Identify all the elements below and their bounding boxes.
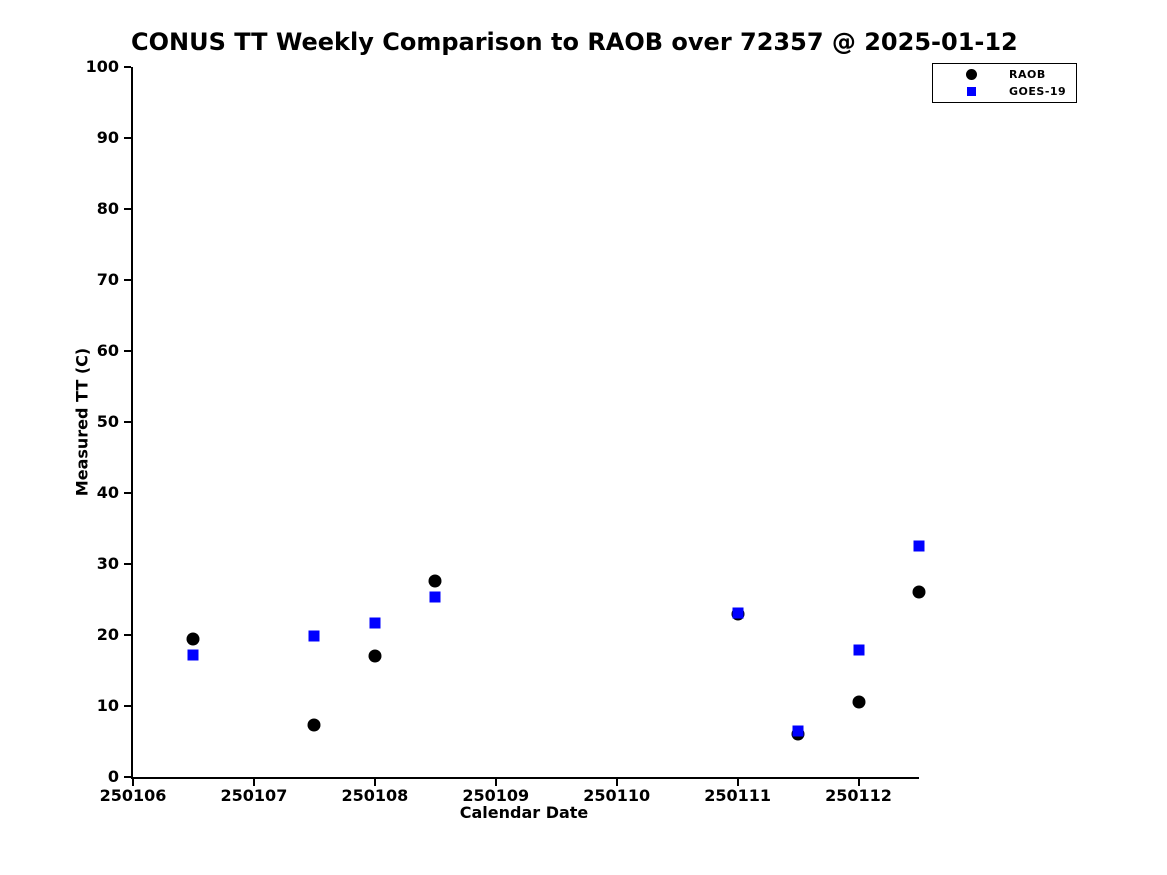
- goes-19-data-point: [187, 649, 199, 661]
- goes-19-data-point: [732, 607, 744, 619]
- y-tick-label: 80: [96, 199, 119, 218]
- raob-data-point: [852, 695, 866, 709]
- x-tick-label: 250108: [341, 786, 409, 805]
- x-tick-mark: [736, 779, 739, 786]
- y-tick-label: 30: [96, 554, 119, 573]
- y-tick-mark: [124, 705, 131, 707]
- x-tick-label: 250110: [583, 786, 651, 805]
- x-tick-mark: [132, 779, 134, 786]
- goes-19-data-point: [308, 630, 320, 642]
- y-tick-label: 100: [85, 57, 119, 76]
- y-tick-label: 10: [96, 696, 119, 715]
- legend-row-raob: RAOB: [933, 66, 1076, 83]
- y-tick-mark: [124, 776, 131, 778]
- goes-19-data-point: [369, 617, 381, 629]
- goes-19-data-point: [913, 540, 925, 552]
- raob-circle-icon: [965, 69, 977, 80]
- y-tick-mark: [124, 350, 131, 352]
- y-tick-label: 90: [96, 128, 119, 147]
- y-tick-mark: [124, 66, 131, 68]
- x-tick-mark: [373, 779, 376, 786]
- x-tick-mark: [252, 779, 255, 786]
- y-tick-mark: [124, 208, 131, 210]
- y-tick-mark: [124, 421, 131, 423]
- legend: RAOB GOES-19: [932, 63, 1077, 103]
- y-tick-mark: [124, 137, 131, 139]
- legend-label-goes19: GOES-19: [1009, 85, 1067, 98]
- y-tick-label: 40: [96, 483, 119, 502]
- y-tick-mark: [124, 492, 131, 494]
- goes-19-data-point: [429, 591, 441, 603]
- y-tick-mark: [124, 634, 131, 636]
- raob-data-point: [428, 574, 442, 588]
- raob-data-point: [368, 649, 382, 663]
- plot-area: 0 10 20 30 40 50 60 70 80 90 100 250106 250107 250108…: [86, 59, 926, 804]
- legend-row-goes19: GOES-19: [933, 83, 1076, 100]
- y-tick-mark: [124, 563, 131, 565]
- chart-title: CONUS TT Weekly Comparison to RAOB over …: [131, 28, 1018, 56]
- goes-19-data-point: [853, 644, 865, 656]
- goes-19-data-point: [792, 725, 804, 737]
- x-tick-mark: [615, 779, 618, 786]
- legend-label-raob: RAOB: [1009, 68, 1046, 81]
- y-tick-label: 0: [107, 767, 119, 786]
- raob-data-point: [912, 585, 926, 599]
- legend-marker-cell: [933, 87, 1009, 96]
- x-axis-label: Calendar Date: [459, 803, 589, 822]
- x-tick-label: 250106: [99, 786, 167, 805]
- x-tick-label: 250112: [825, 786, 892, 805]
- x-tick-label: 250109: [462, 786, 530, 805]
- x-tick-mark: [857, 779, 860, 786]
- y-tick-mark: [124, 279, 131, 281]
- x-tick-label: 250107: [220, 786, 288, 805]
- legend-marker-cell: [933, 69, 1009, 80]
- x-tick-label: 250111: [704, 786, 772, 805]
- y-tick-label: 60: [96, 341, 119, 360]
- goes19-square-icon: [966, 87, 976, 96]
- raob-data-point: [186, 632, 200, 646]
- y-tick-label: 50: [96, 412, 119, 431]
- raob-data-point: [307, 718, 321, 732]
- x-tick-mark: [494, 779, 497, 786]
- y-tick-label: 70: [96, 270, 119, 289]
- y-tick-label: 20: [96, 625, 119, 644]
